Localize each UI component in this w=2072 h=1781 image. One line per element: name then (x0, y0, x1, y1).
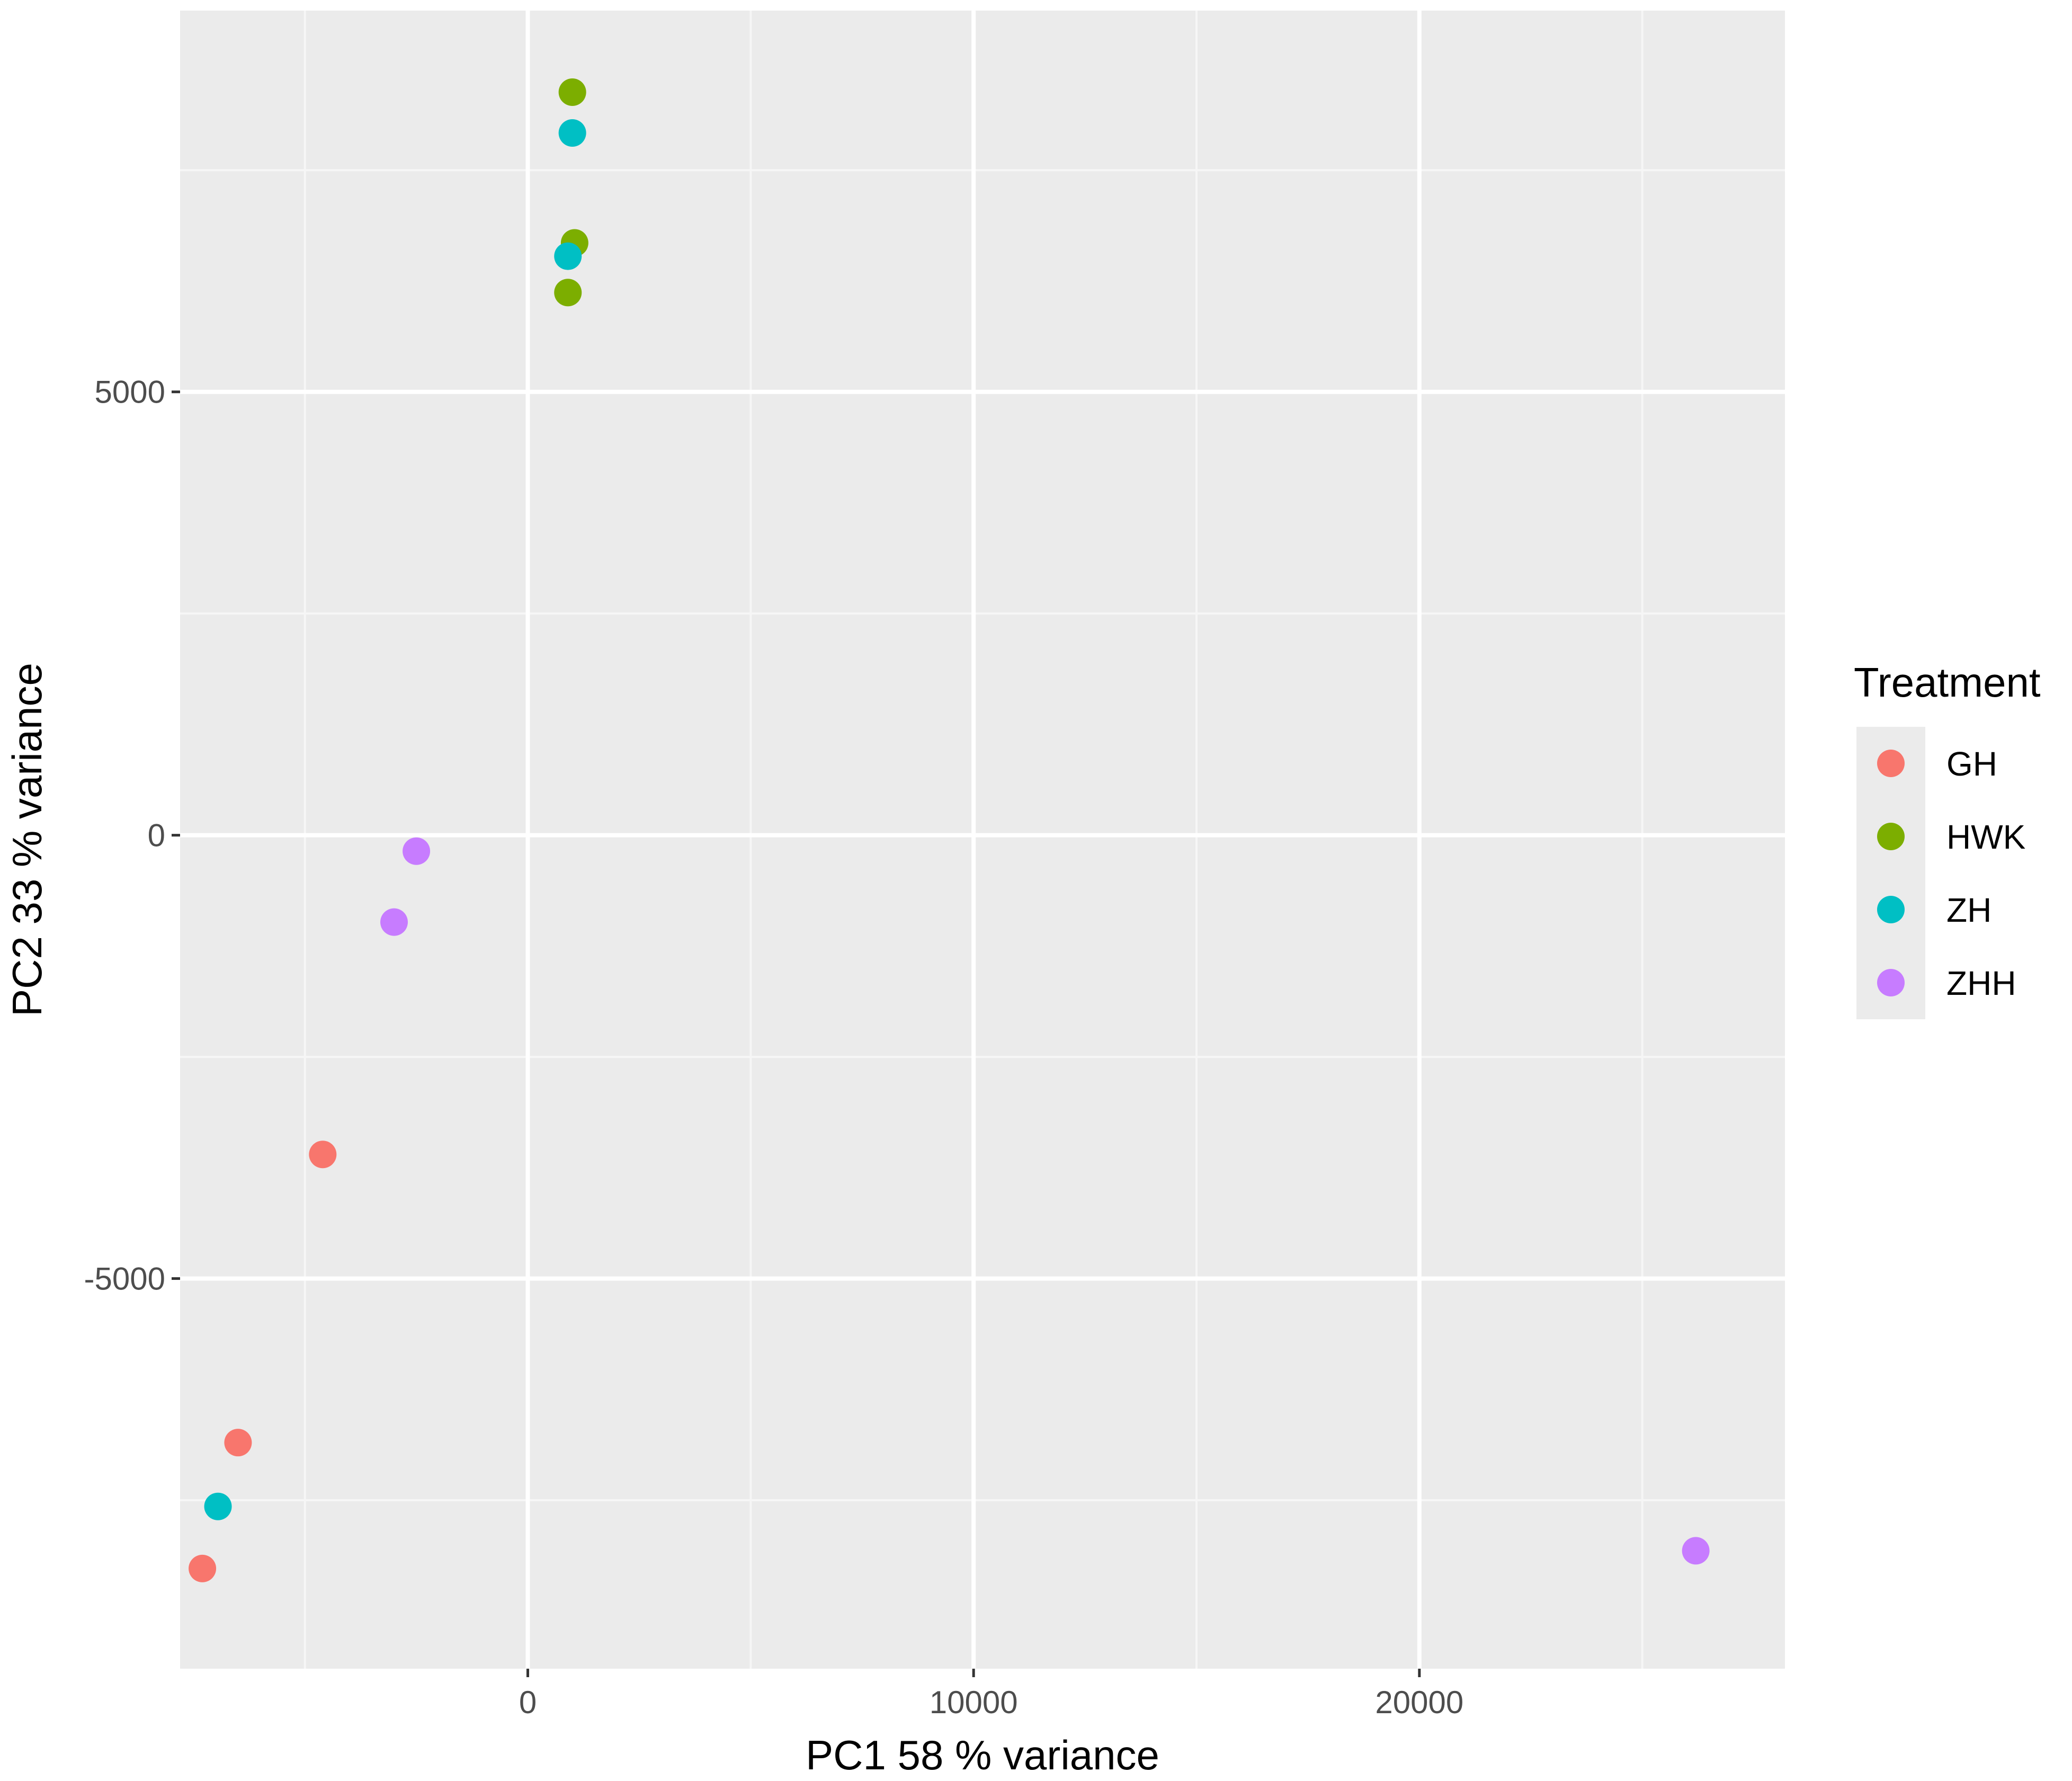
legend-swatch-gh (1877, 750, 1905, 777)
x-tick-label: 0 (519, 1685, 537, 1720)
data-point-zhh (403, 837, 431, 865)
minor-gridlines (180, 11, 1785, 1669)
y-tick-label: -5000 (84, 1261, 165, 1297)
y-tick-label: 5000 (95, 375, 165, 410)
data-point-hwk (558, 78, 586, 106)
legend-label-hwk: HWK (1946, 818, 2025, 856)
data-point-hwk (554, 279, 582, 307)
data-point-zh (204, 1492, 232, 1520)
legend-swatch-hwk (1877, 823, 1905, 850)
x-tick-label: 20000 (1375, 1685, 1463, 1720)
legend-label-zh: ZH (1946, 891, 1991, 929)
plot-panel (180, 11, 1785, 1669)
axis-ticks: 0 10000 20000 -5000 0 5000 (84, 375, 1464, 1720)
data-point-zhh (1682, 1537, 1710, 1565)
data-points (189, 78, 1710, 1582)
y-tick-label: 0 (148, 818, 165, 853)
data-point-gh (224, 1429, 252, 1457)
legend-label-zhh: ZHH (1946, 964, 2016, 1002)
y-axis-title: PC2 33 % variance (4, 663, 50, 1017)
legend-swatch-zh (1877, 896, 1905, 923)
data-point-gh (189, 1554, 217, 1582)
data-point-zhh (380, 908, 408, 936)
legend-label-gh: GH (1946, 745, 1997, 783)
legend-title: Treatment (1854, 659, 2041, 706)
data-point-gh (309, 1141, 337, 1169)
data-point-zh (558, 119, 586, 147)
data-point-zh (554, 242, 582, 270)
legend-items: GH HWK ZH ZHH (1856, 727, 2025, 1019)
major-gridlines (180, 11, 1785, 1669)
legend-swatch-zhh (1877, 969, 1905, 996)
x-axis-title: PC1 58 % variance (806, 1732, 1159, 1778)
legend: Treatment GH HWK ZH ZHH (1854, 659, 2041, 1019)
x-tick-label: 10000 (930, 1685, 1018, 1720)
